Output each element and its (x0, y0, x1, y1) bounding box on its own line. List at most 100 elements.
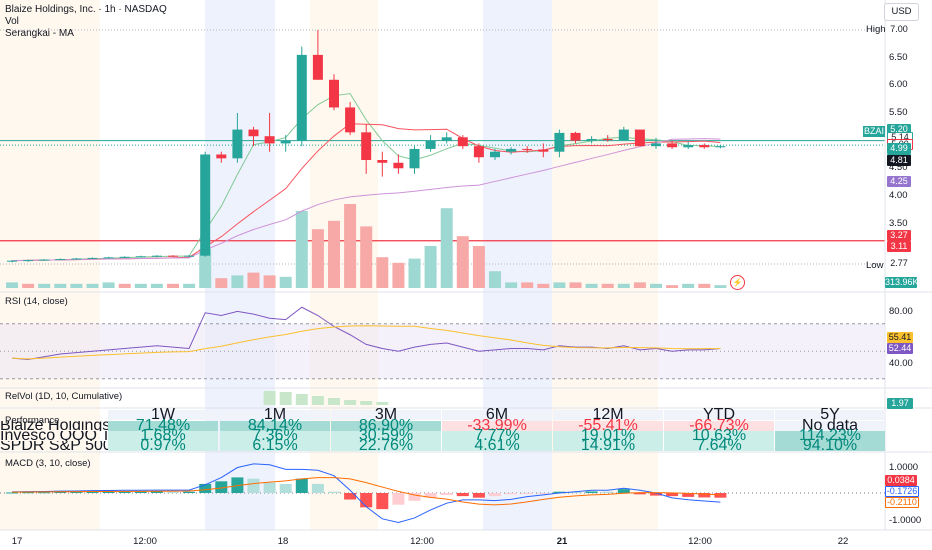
price-tag-t311: 3.11 (887, 241, 911, 253)
perf-column-header: 5Y (775, 407, 885, 423)
candle-body (264, 136, 275, 144)
perf-cell: 94.10% (775, 438, 885, 454)
volume-bar (311, 229, 324, 288)
macd-hist-bar (376, 493, 389, 510)
candle-body (200, 154, 211, 256)
relvol-bar (328, 398, 340, 405)
macd-hist-bar (247, 478, 260, 493)
candle-body (71, 258, 82, 260)
volume-bar (666, 285, 679, 288)
price-tag-vol_val: 313.96K (885, 277, 919, 288)
time-axis-label: 22 (837, 536, 849, 547)
perf-row: Blaize Holdings, Inc.71.48%84.14%86.90%-… (0, 418, 885, 434)
macd-hist-bar (392, 493, 405, 505)
candle-body (699, 145, 710, 148)
high-label: High (866, 24, 886, 35)
candle-body (345, 107, 356, 133)
session-band (0, 0, 100, 530)
macd-hist-bar (134, 491, 147, 493)
volume-bar (585, 283, 598, 288)
candle-body (441, 137, 452, 141)
macd-hist-bar (295, 478, 308, 493)
volume-bar (263, 275, 276, 288)
macd-hist-bar (650, 493, 662, 496)
volume-bar (360, 226, 373, 288)
macd-hist-bar (360, 493, 373, 508)
volume-bar (54, 283, 67, 288)
price-tag-high_val: 7.00 (887, 24, 911, 35)
rsi-value-tag: 52.44 (887, 343, 913, 354)
candle-body (377, 160, 388, 163)
volume-bar (521, 282, 534, 288)
candle-body (602, 138, 613, 141)
volume-bar (682, 283, 695, 288)
candle-body (184, 255, 195, 257)
macd-hist-bar (714, 493, 727, 498)
volume-bar (215, 278, 228, 288)
macd-hist-bar (553, 491, 566, 493)
volume-bar (199, 248, 212, 288)
perf-row: SPDR S&P 500 ETF TRUST0.97%6.15%22.76%4.… (0, 438, 885, 454)
candle-body (393, 162, 404, 169)
volume-bar (102, 282, 115, 288)
macd-label[interactable]: MACD (3, 10, close) (5, 458, 91, 469)
volume-bar (408, 258, 421, 288)
volume-bar (231, 275, 244, 288)
volume-bar (617, 283, 630, 288)
perf-column-header: 1W (108, 407, 218, 423)
volume-bar (22, 283, 35, 288)
performance-title[interactable]: Performance (5, 415, 60, 426)
candle-body (570, 132, 581, 141)
price-axis-label: 4.50 (889, 162, 908, 174)
low-label: Low (866, 260, 884, 271)
macd-hist-bar (6, 492, 18, 494)
volume-bar (569, 282, 582, 288)
currency-button[interactable]: USD (884, 3, 919, 21)
macd-hist-bar (569, 491, 582, 493)
volume-bar (601, 283, 614, 288)
volume-bar (183, 283, 196, 288)
perf-cell: 14.91% (553, 438, 663, 454)
macd-hist-bar (472, 493, 485, 498)
price-tag-t425: 4.25 (887, 176, 911, 188)
macd-hist-tag: 0.0384 (885, 475, 917, 486)
volume-legend[interactable]: Vol (5, 16, 19, 27)
price-axis-label: 4.00 (889, 189, 908, 201)
perf-column-header: 3M (331, 407, 441, 423)
candle-body (683, 145, 694, 148)
symbol-title[interactable]: Blaize Holdings, Inc. · 1h · NASDAQ (5, 4, 167, 15)
perf-cell: 19.01% (553, 428, 663, 444)
macd-hist-bar (86, 491, 99, 493)
relvol-bar (263, 391, 276, 405)
perf-cell: -55.41% (553, 418, 663, 434)
lightning-icon[interactable]: ⚡ (730, 275, 745, 290)
macd-hist-bar (666, 493, 679, 497)
macd-axis-neg1: -1.0000 (889, 515, 922, 526)
relvol-label[interactable]: RelVol (1D, 10, Cumulative) (5, 391, 123, 402)
time-axis-label: 18 (277, 536, 289, 547)
candle-body (409, 148, 420, 169)
candle-body (329, 79, 339, 108)
perf-column-header: YTD (664, 407, 774, 423)
volume-bar (537, 283, 550, 288)
perf-cell: 10.63% (664, 428, 774, 444)
perf-column-header: 1M (220, 407, 330, 423)
candle-body (87, 257, 98, 259)
rsi-ma-line (11, 325, 721, 360)
macd-hist-bar (118, 491, 131, 493)
candle-body (634, 129, 645, 147)
perf-cell: 4.61% (442, 438, 552, 454)
ma-legend[interactable]: Serangkai - MA (5, 28, 74, 39)
macd-hist-bar (440, 493, 453, 496)
perf-row: Invesco QQQ Trust, Series1.68%7.36%30.59… (0, 428, 885, 444)
macd-hist-bar (408, 493, 421, 501)
rsi-label[interactable]: RSI (14, close) (5, 296, 68, 307)
macd-hist-bar (456, 493, 469, 497)
perf-cell: 22.76% (331, 438, 441, 454)
macd-hist-bar (617, 489, 630, 493)
macd-hist-bar (311, 483, 324, 493)
macd-hist-bar (585, 491, 598, 493)
candle-body (232, 129, 243, 159)
volume-bar (6, 282, 18, 288)
